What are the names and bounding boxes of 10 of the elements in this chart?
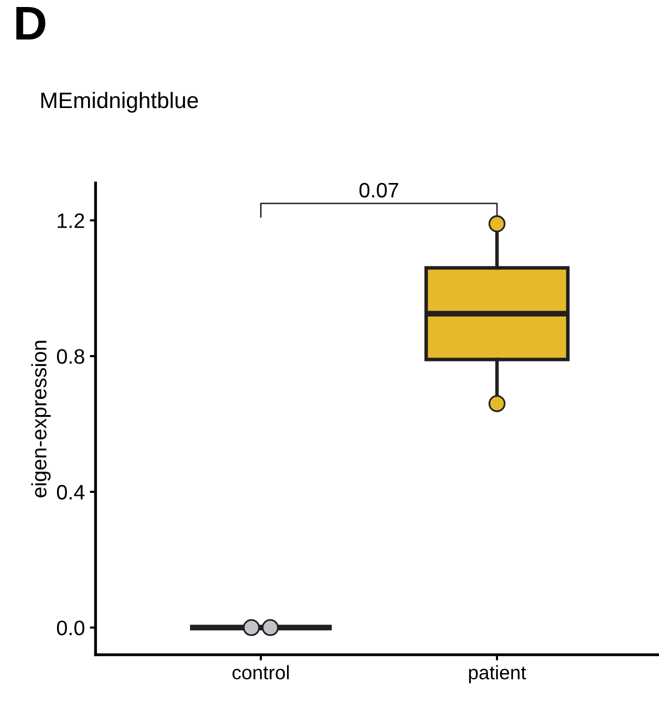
x-tick-label: patient: [469, 665, 526, 684]
chart-title: MEmidnightblue: [41, 92, 198, 113]
y-tick-label: 0.8: [56, 349, 84, 364]
annotation: 0.07: [359, 182, 398, 198]
text: D: [16, 6, 46, 40]
y-tick-label: 0.0: [56, 620, 84, 636]
x-tick-label: control: [232, 665, 289, 680]
y-tick-label: 0.4: [56, 484, 85, 500]
y-tick-label: 1.2: [58, 213, 84, 228]
y-axis-title: eigen-expression: [31, 340, 51, 498]
